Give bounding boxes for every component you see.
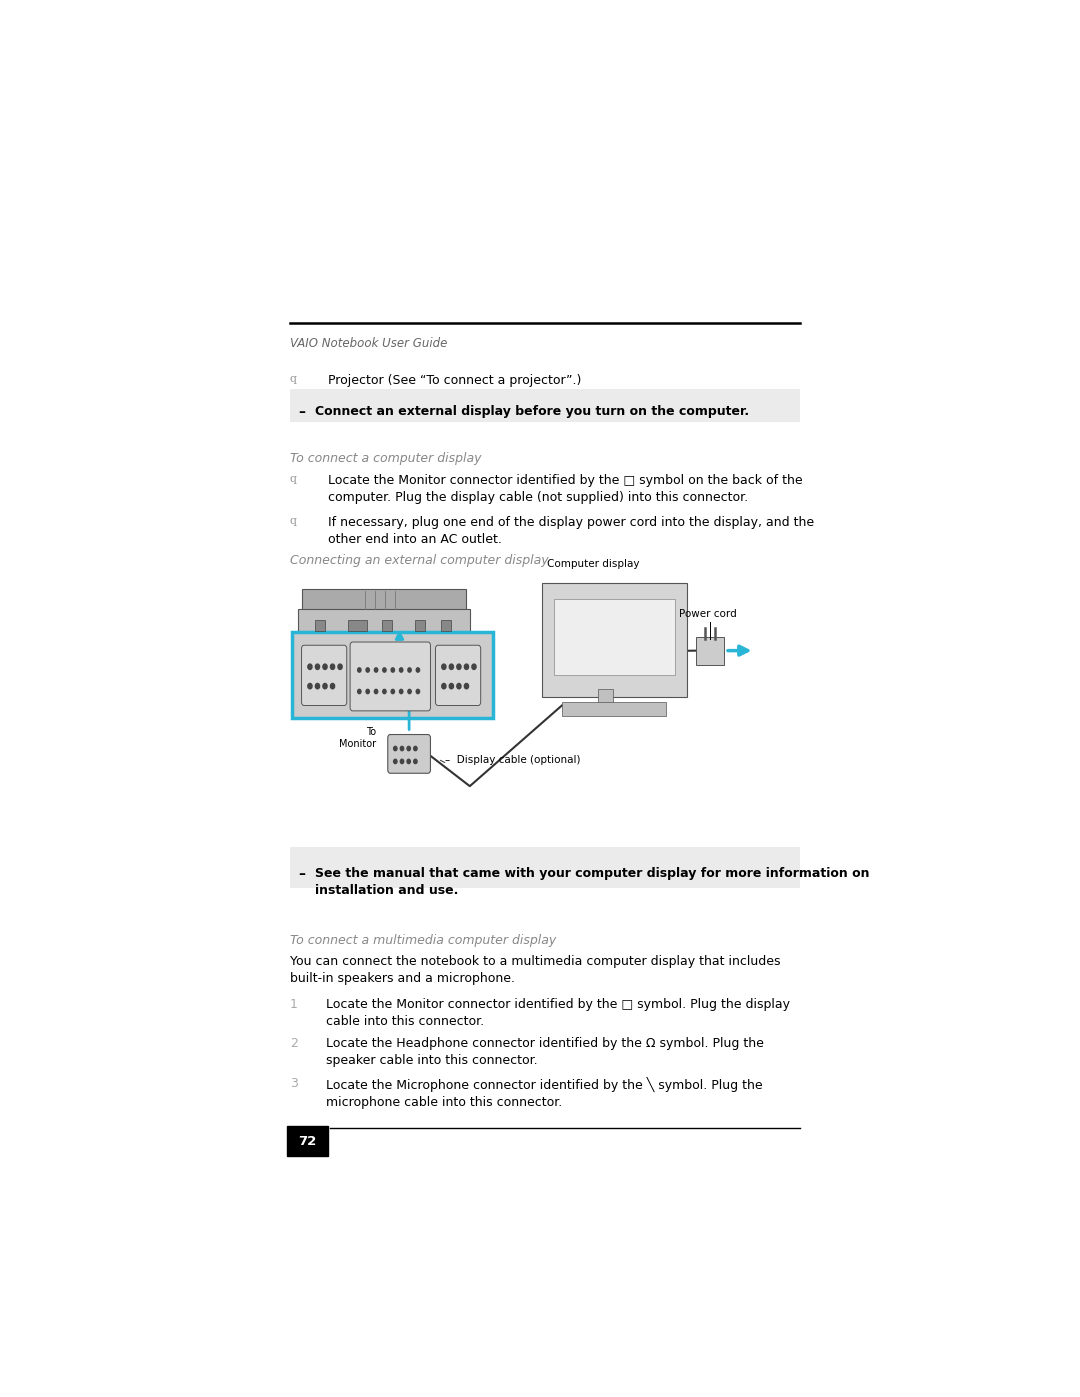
Circle shape: [407, 746, 410, 750]
Text: –: –: [298, 405, 306, 419]
FancyBboxPatch shape: [597, 689, 612, 705]
Circle shape: [400, 689, 403, 694]
Circle shape: [414, 760, 417, 764]
Circle shape: [308, 664, 312, 669]
Circle shape: [464, 683, 469, 689]
Circle shape: [457, 683, 461, 689]
FancyBboxPatch shape: [293, 633, 494, 718]
FancyBboxPatch shape: [696, 637, 725, 665]
Circle shape: [323, 664, 327, 669]
Text: VAIO Notebook User Guide: VAIO Notebook User Guide: [289, 337, 447, 349]
Circle shape: [375, 689, 378, 694]
FancyBboxPatch shape: [416, 620, 426, 631]
FancyBboxPatch shape: [287, 1126, 327, 1157]
Circle shape: [330, 683, 335, 689]
Text: Connect an external display before you turn on the computer.: Connect an external display before you t…: [315, 405, 750, 418]
Text: q: q: [289, 515, 297, 527]
Circle shape: [375, 668, 378, 672]
Circle shape: [449, 683, 454, 689]
Text: Computer display: Computer display: [548, 559, 640, 569]
Text: 72: 72: [298, 1134, 316, 1148]
FancyBboxPatch shape: [349, 620, 367, 631]
Text: Locate the Headphone connector identified by the Ω symbol. Plug the
speaker cabl: Locate the Headphone connector identifie…: [326, 1037, 764, 1067]
FancyBboxPatch shape: [554, 599, 675, 675]
Circle shape: [357, 668, 361, 672]
FancyBboxPatch shape: [301, 645, 347, 705]
Circle shape: [401, 760, 404, 764]
Text: To connect a multimedia computer display: To connect a multimedia computer display: [289, 933, 556, 947]
Circle shape: [464, 664, 469, 669]
FancyBboxPatch shape: [542, 584, 687, 697]
FancyBboxPatch shape: [382, 620, 392, 631]
FancyBboxPatch shape: [289, 390, 800, 422]
Circle shape: [393, 760, 397, 764]
Text: If necessary, plug one end of the display power cord into the display, and the
o: If necessary, plug one end of the displa…: [327, 515, 813, 546]
FancyBboxPatch shape: [388, 735, 431, 774]
Circle shape: [416, 668, 419, 672]
FancyBboxPatch shape: [298, 609, 470, 641]
Circle shape: [330, 664, 335, 669]
Circle shape: [323, 683, 327, 689]
Text: q: q: [289, 374, 297, 384]
Text: 3: 3: [289, 1077, 298, 1090]
FancyBboxPatch shape: [350, 643, 431, 711]
Circle shape: [308, 683, 312, 689]
Text: –: –: [298, 866, 306, 882]
Text: To
Monitor: To Monitor: [339, 726, 376, 749]
Text: 1: 1: [289, 997, 298, 1011]
Circle shape: [391, 689, 394, 694]
Circle shape: [400, 668, 403, 672]
Text: Projector (See “To connect a projector”.): Projector (See “To connect a projector”.…: [327, 374, 581, 387]
Circle shape: [315, 683, 320, 689]
Circle shape: [472, 664, 476, 669]
Text: Locate the Monitor connector identified by the □ symbol. Plug the display
cable : Locate the Monitor connector identified …: [326, 997, 789, 1028]
Circle shape: [442, 664, 446, 669]
FancyBboxPatch shape: [435, 645, 481, 705]
Text: Locate the Microphone connector identified by the ╲ symbol. Plug the
microphone : Locate the Microphone connector identifi…: [326, 1077, 762, 1109]
Circle shape: [416, 689, 419, 694]
Circle shape: [407, 760, 410, 764]
FancyBboxPatch shape: [441, 620, 450, 631]
Circle shape: [408, 668, 411, 672]
Circle shape: [315, 664, 320, 669]
Circle shape: [442, 683, 446, 689]
Text: Power cord: Power cord: [679, 609, 737, 619]
Circle shape: [393, 746, 397, 750]
Circle shape: [357, 689, 361, 694]
FancyBboxPatch shape: [302, 590, 465, 610]
Circle shape: [366, 689, 369, 694]
Circle shape: [449, 664, 454, 669]
FancyBboxPatch shape: [562, 703, 666, 717]
Circle shape: [382, 689, 387, 694]
Text: q: q: [289, 474, 297, 485]
Circle shape: [401, 746, 404, 750]
Circle shape: [391, 668, 394, 672]
Text: See the manual that came with your computer display for more information on
inst: See the manual that came with your compu…: [315, 866, 869, 897]
Circle shape: [457, 664, 461, 669]
Circle shape: [338, 664, 342, 669]
Text: 2: 2: [289, 1037, 298, 1049]
FancyBboxPatch shape: [289, 848, 800, 888]
Text: Locate the Monitor connector identified by the □ symbol on the back of the
compu: Locate the Monitor connector identified …: [327, 474, 802, 504]
Text: To connect a computer display: To connect a computer display: [289, 451, 482, 465]
Text: Connecting an external computer display: Connecting an external computer display: [289, 553, 549, 567]
Circle shape: [382, 668, 387, 672]
Text: –  Display cable (optional): – Display cable (optional): [445, 756, 580, 766]
Circle shape: [414, 746, 417, 750]
Circle shape: [366, 668, 369, 672]
Text: You can connect the notebook to a multimedia computer display that includes
buil: You can connect the notebook to a multim…: [289, 956, 781, 985]
FancyBboxPatch shape: [315, 620, 325, 631]
Circle shape: [408, 689, 411, 694]
